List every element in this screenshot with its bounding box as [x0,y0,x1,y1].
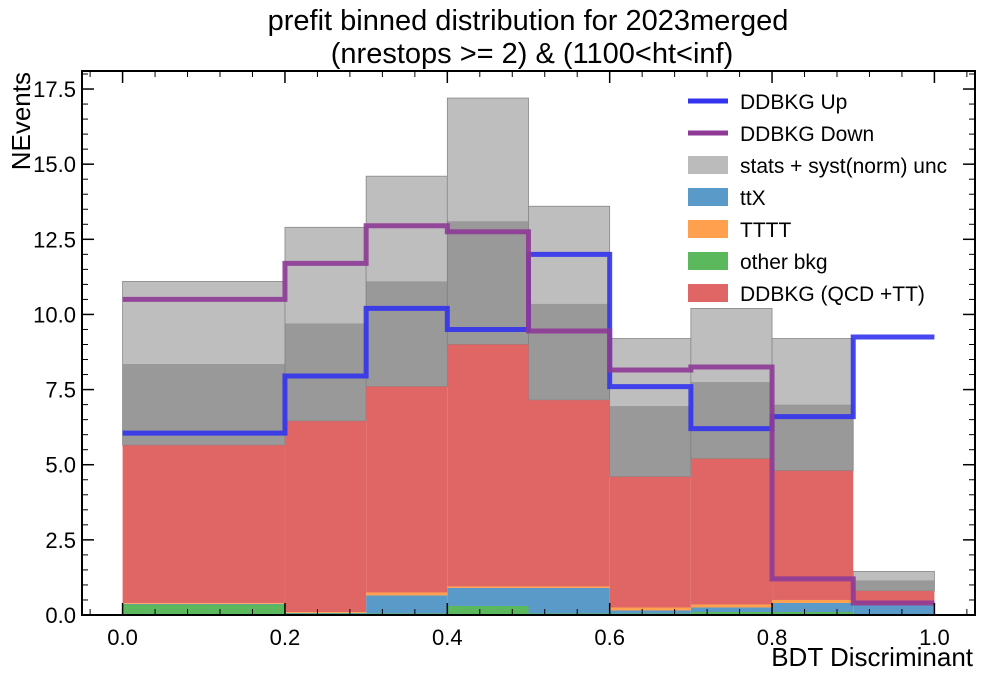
bar-ttx-bin-0 [122,603,285,605]
bar-other-bkg-bin-0 [122,604,285,615]
inner-uncertainty-bin-2 [366,281,448,387]
bar-tttt-bin-4 [528,586,610,588]
inner-uncertainty-bin-5 [609,406,691,477]
bar-ttx-bin-7 [772,602,854,612]
bar-ddbkg-qcd-tt--bin-3 [447,344,529,587]
y-tick-label: 12.5 [33,227,76,252]
bar-ttx-bin-6 [690,607,773,612]
series-line-ddbkg-down [122,223,935,606]
inner-uncertainty-bin-4 [528,303,610,401]
bar-other-bkg-bin-7 [772,611,854,615]
inner-uncertainty-bin-1 [284,323,367,422]
bar-other-bkg-bin-3 [447,605,529,615]
plot-area [122,97,935,615]
bar-tttt-bin-0 [122,602,285,604]
inner-uncertainty-bin-3 [447,221,529,345]
legend-label-tttt: TTTT [740,219,791,242]
plot-frame [81,70,976,616]
bar-tttt-bin-1 [284,611,367,613]
legend-swatch-ttx [688,188,728,206]
legend-label-ttx: ttX [740,187,766,210]
x-tick-label: 0.2 [270,625,301,650]
legend-label-ddbkg-qcd-tt-: DDBKG (QCD +TT) [740,283,925,306]
y-tick-label: 15.0 [33,152,76,177]
bar-ttx-bin-5 [609,610,691,614]
x-axis-label: BDT Discriminant [771,642,974,672]
legend-swatch-ddbkg-qcd-tt- [688,284,728,302]
series-line-ddbkg-up [122,251,935,436]
inner-uncertainty-bin-6 [690,382,773,459]
bar-ttx-bin-8 [853,605,935,615]
bar-ddbkg-qcd-tt--bin-2 [366,386,448,593]
bar-ttx-bin-4 [528,587,610,614]
inner-uncertainty-bin-8 [853,580,935,591]
x-tick-label: 0.4 [432,625,463,650]
bar-ddbkg-qcd-tt--bin-4 [528,400,610,587]
legend-label-other-bkg: other bkg [740,251,828,274]
bar-ttx-bin-2 [366,595,448,614]
bar-ttx-bin-3 [447,587,529,606]
x-tick-label: 0.0 [107,625,138,650]
bar-tttt-bin-6 [690,604,773,608]
bar-tttt-bin-7 [772,599,854,603]
x-tick-label: 0.8 [757,625,788,650]
bar-tttt-bin-5 [609,607,691,611]
legend-swatch-other-bkg [688,252,728,270]
legend: DDBKG Up DDBKG Down stats + syst(norm) unc… [688,91,947,306]
legend-swatch-tttt [688,220,728,238]
legend-label-ddbkg-up: DDBKG Up [740,91,847,114]
legend-label-stats-syst-norm-unc: stats + syst(norm) unc [740,155,947,178]
y-tick-label: 5.0 [45,453,76,478]
bar-tttt-bin-2 [366,592,448,596]
x-tick-label: 0.6 [594,625,625,650]
x-axis: 0.0 0.2 0.4 0.6 0.8 1.0 [89,71,968,650]
chart-subtitle: (nrestops >= 2) & (1100<ht<inf) [331,38,733,70]
bar-ddbkg-qcd-tt--bin-0 [122,445,285,603]
legend-swatch-stats-syst-norm-unc [688,156,728,174]
bar-ttx-bin-1 [284,612,367,614]
y-tick-label: 10.0 [33,302,76,327]
y-axis-label: NEvents [6,72,36,170]
legend-label-ddbkg-down: DDBKG Down [740,123,874,146]
chart-title: prefit binned distribution for 2023merge… [268,5,789,37]
y-tick-label: 0.0 [45,603,76,628]
bar-ddbkg-qcd-tt--bin-1 [284,421,367,612]
bar-other-bkg-bin-6 [690,611,773,615]
y-tick-label: 17.5 [33,77,76,102]
bar-ddbkg-qcd-tt--bin-6 [690,458,773,605]
x-tick-label: 1.0 [919,625,950,650]
y-tick-label: 2.5 [45,528,76,553]
bar-tttt-bin-3 [447,586,529,588]
y-tick-label: 7.5 [45,378,76,403]
bar-ddbkg-qcd-tt--bin-5 [609,476,691,608]
